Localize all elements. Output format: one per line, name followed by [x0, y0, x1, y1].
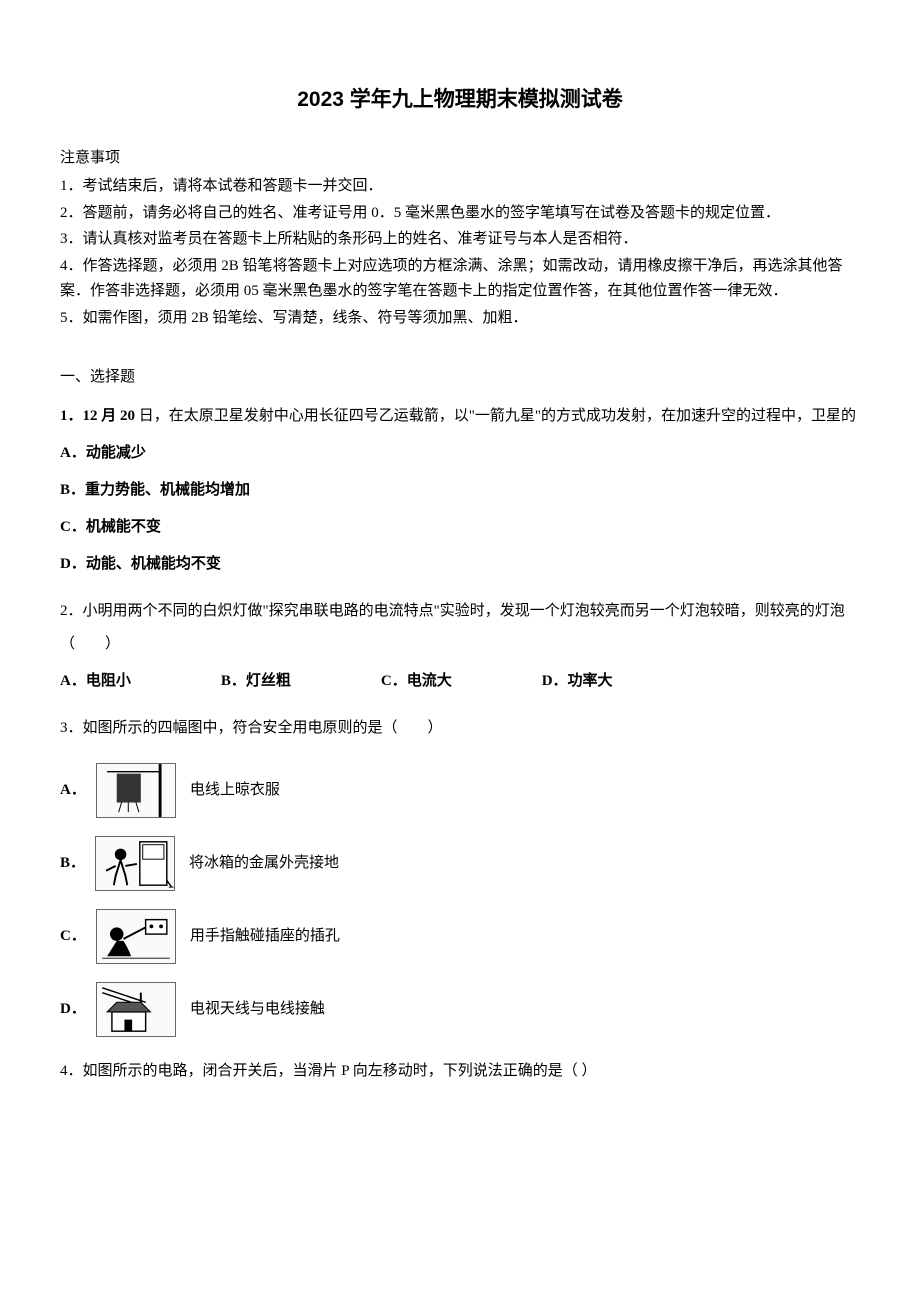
notice-header: 注意事项 — [60, 144, 860, 173]
q2-option-c: C．电流大 — [381, 665, 452, 698]
q2-option-d: D．功率大 — [542, 665, 613, 698]
notice-item-5: 5．如需作图，须用 2B 铅笔绘、写清楚，线条、符号等须加黑、加粗． — [60, 306, 860, 332]
section-1-header: 一、选择题 — [60, 363, 860, 392]
q1-option-b: B．重力势能、机械能均增加 — [60, 474, 860, 507]
q1-option-a: A．动能减少 — [60, 437, 860, 470]
q3-d-image — [96, 982, 176, 1037]
page-title: 2023 学年九上物理期末模拟测试卷 — [60, 80, 860, 120]
q3-option-b-row: B． 将冰箱的金属外壳接地 — [60, 836, 860, 891]
question-4-text: 4．如图所示的电路，闭合开关后，当滑片 P 向左移动时，下列说法正确的是（ ） — [60, 1055, 860, 1088]
q3-d-text: 电视天线与电线接触 — [190, 993, 325, 1026]
notice-item-4: 4．作答选择题，必须用 2B 铅笔将答题卡上对应选项的方框涂满、涂黑；如需改动，… — [60, 254, 860, 305]
question-3-text: 3．如图所示的四幅图中，符合安全用电原则的是（ ） — [60, 712, 860, 745]
question-2: 2．小明用两个不同的白炽灯做"探究串联电路的电流特点"实验时，发现一个灯泡较亮而… — [60, 595, 860, 698]
notice-item-3: 3．请认真核对监考员在答题卡上所粘贴的条形码上的姓名、准考证号与本人是否相符． — [60, 227, 860, 253]
q3-a-letter: A． — [60, 774, 86, 807]
question-2-text: 2．小明用两个不同的白炽灯做"探究串联电路的电流特点"实验时，发现一个灯泡较亮而… — [60, 595, 860, 661]
notice-item-1: 1．考试结束后，请将本试卷和答题卡一并交回． — [60, 174, 860, 200]
q3-option-a-row: A． 电线上晾衣服 — [60, 763, 860, 818]
q3-b-image — [95, 836, 175, 891]
q3-c-letter: C． — [60, 920, 86, 953]
notice-item-2: 2．答题前，请务必将自己的姓名、准考证号用 0．5 毫米黑色墨水的签字笔填写在试… — [60, 201, 860, 227]
question-1-text: 1．12 月 20 日，在太原卫星发射中心用长征四号乙运载箭，以"一箭九星"的方… — [60, 400, 860, 433]
q3-option-c-row: C． 用手指触碰插座的插孔 — [60, 909, 860, 964]
q3-option-d-row: D． 电视天线与电线接触 — [60, 982, 860, 1037]
q1-option-c: C．机械能不变 — [60, 511, 860, 544]
q2-option-b: B．灯丝粗 — [221, 665, 291, 698]
q3-c-image — [96, 909, 176, 964]
q1-option-d: D．动能、机械能均不变 — [60, 548, 860, 581]
q3-b-text: 将冰箱的金属外壳接地 — [189, 847, 339, 880]
question-3: 3．如图所示的四幅图中，符合安全用电原则的是（ ） A． 电线上晾衣服 B． — [60, 712, 860, 1037]
q3-a-image — [96, 763, 176, 818]
q3-b-letter: B． — [60, 847, 85, 880]
q3-c-text: 用手指触碰插座的插孔 — [190, 920, 340, 953]
q3-a-text: 电线上晾衣服 — [190, 774, 280, 807]
question-1: 1．12 月 20 日，在太原卫星发射中心用长征四号乙运载箭，以"一箭九星"的方… — [60, 400, 860, 581]
q2-option-a: A．电阻小 — [60, 665, 131, 698]
q1-prefix: 1．12 月 20 — [60, 408, 139, 424]
q2-options: A．电阻小 B．灯丝粗 C．电流大 D．功率大 — [60, 665, 860, 698]
question-4: 4．如图所示的电路，闭合开关后，当滑片 P 向左移动时，下列说法正确的是（ ） — [60, 1055, 860, 1088]
q1-body: 日，在太原卫星发射中心用长征四号乙运载箭，以"一箭九星"的方式成功发射，在加速升… — [139, 408, 856, 424]
q3-d-letter: D． — [60, 993, 86, 1026]
